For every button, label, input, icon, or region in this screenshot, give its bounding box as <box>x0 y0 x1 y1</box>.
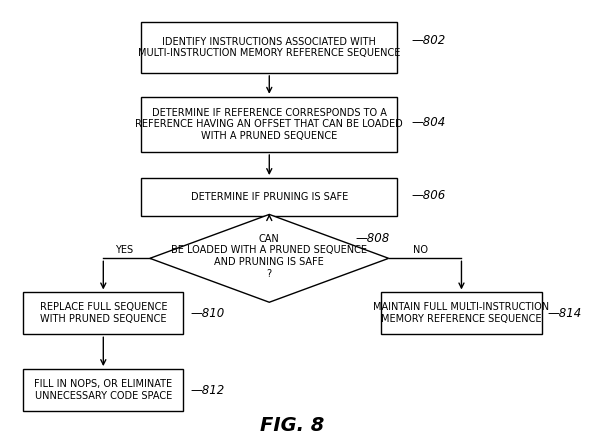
Text: CAN
BE LOADED WITH A PRUNED SEQUENCE
AND PRUNING IS SAFE
?: CAN BE LOADED WITH A PRUNED SEQUENCE AND… <box>171 234 367 278</box>
Text: IDENTIFY INSTRUCTIONS ASSOCIATED WITH
MULTI-INSTRUCTION MEMORY REFERENCE SEQUENC: IDENTIFY INSTRUCTIONS ASSOCIATED WITH MU… <box>138 37 401 58</box>
Text: FILL IN NOPS, OR ELIMINATE
UNNECESSARY CODE SPACE: FILL IN NOPS, OR ELIMINATE UNNECESSARY C… <box>34 379 173 401</box>
Bar <box>23 292 183 334</box>
Bar <box>381 292 541 334</box>
Text: MAINTAIN FULL MULTI-INSTRUCTION
MEMORY REFERENCE SEQUENCE: MAINTAIN FULL MULTI-INSTRUCTION MEMORY R… <box>374 302 550 324</box>
Text: —804: —804 <box>412 116 446 129</box>
Text: FIG. 8: FIG. 8 <box>261 416 325 435</box>
Bar <box>141 178 397 216</box>
Text: YES: YES <box>115 244 133 255</box>
Text: —810: —810 <box>191 307 225 320</box>
Text: DETERMINE IF PRUNING IS SAFE: DETERMINE IF PRUNING IS SAFE <box>191 192 348 202</box>
Text: —812: —812 <box>191 384 225 396</box>
Text: —814: —814 <box>548 307 582 320</box>
Polygon shape <box>150 214 389 302</box>
Bar <box>141 22 397 73</box>
Text: —808: —808 <box>355 232 389 245</box>
Bar <box>23 369 183 411</box>
Text: DETERMINE IF REFERENCE CORRESPONDS TO A
REFERENCE HAVING AN OFFSET THAT CAN BE L: DETERMINE IF REFERENCE CORRESPONDS TO A … <box>135 108 403 141</box>
Text: REPLACE FULL SEQUENCE
WITH PRUNED SEQUENCE: REPLACE FULL SEQUENCE WITH PRUNED SEQUEN… <box>40 302 167 324</box>
Text: —806: —806 <box>412 189 446 202</box>
Bar <box>141 97 397 152</box>
Text: —802: —802 <box>412 34 446 47</box>
Text: NO: NO <box>413 244 428 255</box>
